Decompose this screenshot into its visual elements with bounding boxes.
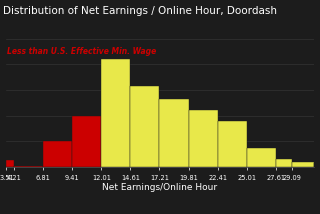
Bar	[218, 121, 247, 167]
Bar	[159, 99, 188, 167]
Bar	[72, 116, 101, 167]
Bar	[292, 162, 314, 167]
Bar	[247, 148, 276, 167]
Bar	[101, 59, 131, 167]
Bar	[276, 159, 292, 167]
Bar	[188, 110, 218, 167]
Text: Less than U.S. Effective Min. Wage: Less than U.S. Effective Min. Wage	[7, 47, 157, 56]
Bar	[314, 163, 320, 167]
Text: Distribution of Net Earnings / Online Hour, Doordash: Distribution of Net Earnings / Online Ho…	[3, 6, 277, 16]
Bar	[131, 86, 159, 167]
Bar	[14, 166, 43, 167]
Bar	[6, 160, 14, 167]
Bar	[43, 141, 72, 167]
X-axis label: Net Earnings/Online Hour: Net Earnings/Online Hour	[102, 183, 218, 192]
